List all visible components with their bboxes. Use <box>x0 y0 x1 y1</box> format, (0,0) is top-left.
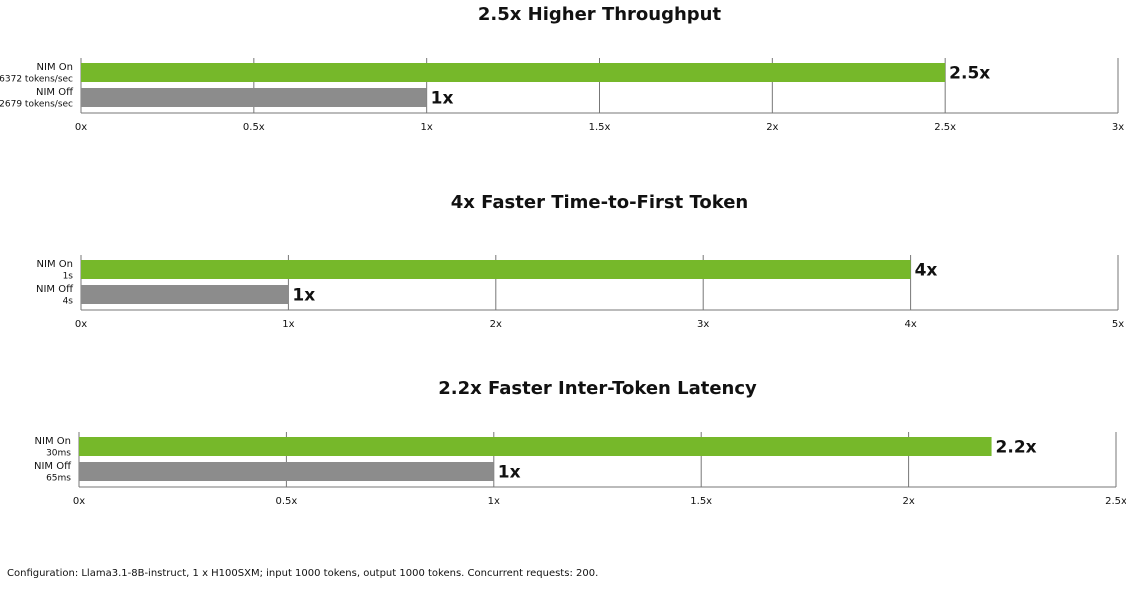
bar <box>79 462 494 481</box>
x-tick-label: 2.5x <box>1105 496 1126 507</box>
x-tick-label: 3x <box>1112 122 1124 133</box>
x-tick-label: 1x <box>282 319 294 330</box>
x-tick-label: 5x <box>1112 319 1124 330</box>
x-tick-label: 0x <box>73 496 85 507</box>
x-tick-label: 0.5x <box>275 496 297 507</box>
bar <box>79 437 992 456</box>
value-label: 4x <box>915 261 938 281</box>
bar <box>81 63 946 82</box>
bar <box>81 285 289 304</box>
x-tick-label: 0x <box>75 319 87 330</box>
chart-title: 4x Faster Time-to-First Token <box>451 192 748 213</box>
category-sublabel: 30ms <box>46 449 71 459</box>
x-tick-label: 0.5x <box>243 122 265 133</box>
x-tick-label: 1.5x <box>690 496 712 507</box>
x-tick-label: 0x <box>75 122 87 133</box>
footnote: Configuration: Llama3.1-8B-instruct, 1 x… <box>7 568 598 579</box>
value-label: 1x <box>431 89 454 109</box>
x-tick-label: 1x <box>421 122 433 133</box>
category-sublabel: 1s <box>63 272 74 282</box>
category-label: NIM Off <box>36 87 74 98</box>
category-label: NIM Off <box>34 461 72 472</box>
category-label: NIM On <box>37 259 73 270</box>
x-tick-label: 1x <box>488 496 500 507</box>
category-sublabel: 65ms <box>46 474 71 484</box>
x-tick-label: 2x <box>902 496 914 507</box>
category-label: NIM On <box>37 62 73 73</box>
x-tick-label: 4x <box>904 319 916 330</box>
category-sublabel: 2679 tokens/sec <box>0 100 73 110</box>
value-label: 1x <box>498 463 521 483</box>
category-label: NIM On <box>35 436 71 447</box>
chart-title: 2.2x Faster Inter-Token Latency <box>438 378 757 399</box>
bar <box>81 88 427 107</box>
x-tick-label: 1.5x <box>589 122 611 133</box>
chart-title: 2.5x Higher Throughput <box>478 4 722 25</box>
x-tick-label: 3x <box>697 319 709 330</box>
category-label: NIM Off <box>36 284 74 295</box>
value-label: 2.2x <box>996 438 1037 458</box>
bar <box>81 260 911 279</box>
value-label: 1x <box>292 286 315 306</box>
x-tick-label: 2x <box>766 122 778 133</box>
x-tick-label: 2x <box>490 319 502 330</box>
category-sublabel: 6372 tokens/sec <box>0 75 73 85</box>
x-tick-label: 2.5x <box>934 122 956 133</box>
category-sublabel: 4s <box>63 297 74 307</box>
value-label: 2.5x <box>949 64 990 84</box>
